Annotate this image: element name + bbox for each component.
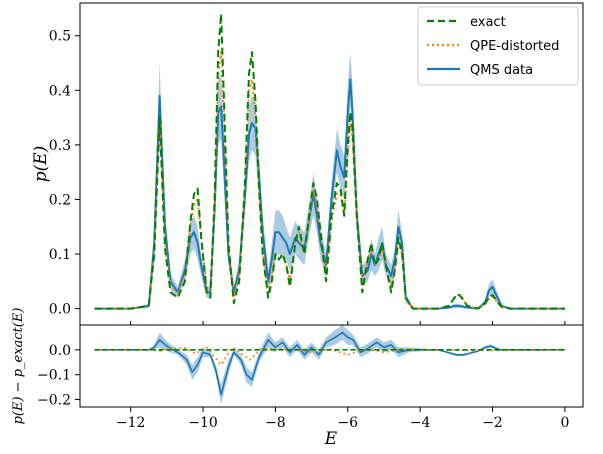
legend-label-qpe: QPE-distorted <box>470 39 559 54</box>
bottom-ytick-label: 0.0 <box>49 343 71 359</box>
bottom-lines <box>94 331 565 396</box>
top-ytick-label: 0.2 <box>49 192 71 208</box>
legend: exact QPE-distorted QMS data <box>417 6 579 86</box>
bottom-panel: 0.0 −0.1 −0.2 −12 −10 −8 −6 −4 −2 0 E p(E) − p_e… <box>11 308 584 449</box>
bottom-line-qms-data <box>94 331 565 396</box>
legend-label-exact: exact <box>470 15 506 30</box>
top-y-ticks: 0.0 0.1 0.2 0.3 0.4 0.5 <box>49 29 566 325</box>
bottom-xtick-label: −2 <box>482 415 503 431</box>
bottom-xtick-label: −8 <box>265 415 286 431</box>
legend-label-qms: QMS data <box>470 63 533 78</box>
top-panel: 0.0 0.1 0.2 0.3 0.4 0.5 p(E) exact QPE-distor… <box>31 2 584 326</box>
bottom-xtick-label: −10 <box>188 415 218 431</box>
bottom-ytick-label: −0.2 <box>37 393 71 409</box>
bottom-xtick-label: 0 <box>560 415 569 431</box>
top-y-axis-label: p(E) <box>31 146 51 183</box>
x-axis-label: E <box>324 429 338 449</box>
top-line-exact <box>94 12 565 310</box>
top-ytick-label: 0.4 <box>49 83 71 99</box>
top-ytick-label: 0.3 <box>49 138 71 154</box>
bottom-y-axis-label: p(E) − p_exact(E) <box>11 308 26 425</box>
bottom-x-ticks: −12 −10 −8 −6 −4 −2 0 <box>116 407 569 431</box>
top-lines <box>94 12 565 310</box>
bottom-axes-frame <box>79 324 584 408</box>
top-ytick-label: 0.1 <box>49 247 71 263</box>
bottom-xtick-label: −4 <box>410 415 431 431</box>
top-ytick-label: 0.0 <box>49 302 71 318</box>
top-ytick-label: 0.5 <box>49 29 71 45</box>
bottom-y-ticks: 0.0 −0.1 −0.2 <box>37 343 80 409</box>
legend-frame <box>417 6 579 86</box>
bottom-xtick-label: −6 <box>337 415 358 431</box>
bottom-ytick-label: −0.1 <box>37 368 71 384</box>
bottom-xtick-label: −12 <box>116 415 146 431</box>
